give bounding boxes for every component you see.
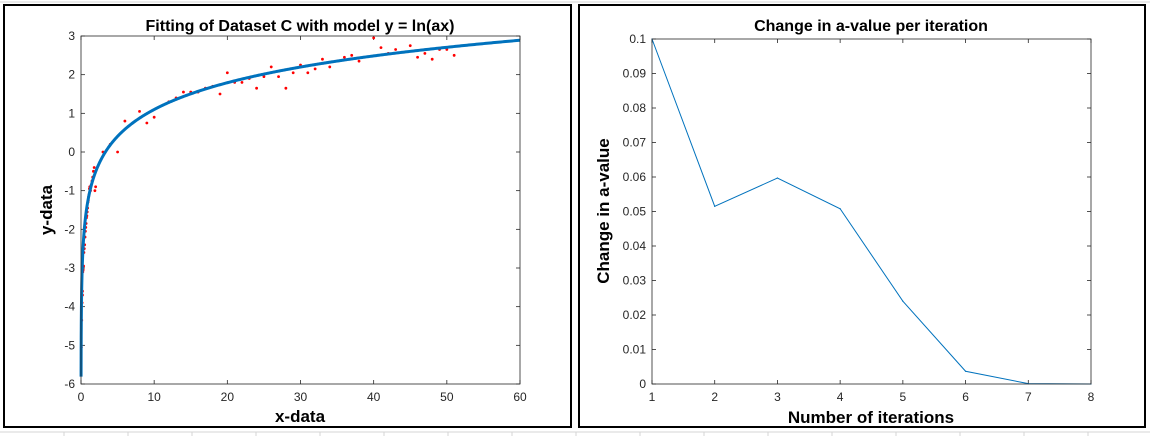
scatter-point: [452, 53, 456, 57]
chart-title: Fitting of Dataset C with model y = ln(a…: [146, 18, 455, 35]
x-axis-label: x-data: [275, 407, 326, 426]
y-tick-label: -4: [64, 300, 75, 314]
axis-ticks: 0 10 20 30 40 50 60 -6 -5 -4 -3 -2 -1 0 1 2 3: [64, 29, 527, 404]
fit-chart: Fitting of Dataset C with model y = ln(a…: [37, 18, 527, 426]
iteration-chart-panel: Change in a-value per iteration Number o…: [578, 4, 1146, 428]
y-tick-label: -5: [64, 338, 75, 352]
y-tick-label: -1: [64, 184, 75, 198]
iteration-chart: Change in a-value per iteration Number o…: [594, 18, 1095, 427]
scatter-point: [306, 71, 310, 75]
x-tick-label: 0: [78, 390, 85, 404]
chart-title: Change in a-value per iteration: [754, 18, 988, 35]
scatter-point: [379, 46, 383, 49]
y-tick-label: 3: [68, 29, 75, 43]
scatter-point: [269, 65, 273, 69]
scatter-point: [116, 150, 119, 154]
x-tick-label: 7: [1025, 390, 1032, 404]
scatter-point: [94, 185, 98, 189]
plot-area: [81, 36, 520, 384]
y-tick-label: 1: [68, 106, 75, 120]
scatter-point: [291, 71, 295, 75]
y-tick-label: 0.1: [629, 32, 646, 46]
x-tick-label: 3: [774, 390, 781, 404]
y-tick-label: 0: [639, 377, 646, 391]
y-tick-label: 0.02: [623, 308, 647, 322]
y-tick-label: -6: [64, 377, 75, 391]
scatter-point: [350, 53, 354, 57]
scatter-point: [92, 166, 96, 169]
x-tick-label: 10: [147, 390, 161, 404]
scatter-point: [93, 189, 97, 193]
x-tick-label: 8: [1088, 390, 1095, 404]
y-tick-label: 0.01: [623, 343, 647, 357]
scatter-point: [240, 81, 244, 84]
scatter-point: [277, 75, 280, 78]
scatter-point: [255, 86, 258, 90]
scatter-point: [284, 86, 288, 90]
scatter-point: [313, 67, 317, 71]
scatter-point: [321, 57, 324, 61]
x-tick-label: 1: [649, 390, 656, 404]
y-tick-label: 0.08: [623, 101, 647, 115]
scatter-point: [262, 75, 266, 78]
x-tick-label: 50: [440, 390, 454, 404]
x-tick-label: 30: [294, 390, 308, 404]
y-tick-label: 0.05: [623, 205, 647, 219]
scatter-point: [408, 44, 412, 48]
y-axis-label: y-data: [37, 184, 56, 235]
x-tick-label: 4: [837, 390, 844, 404]
scatter-point: [423, 52, 427, 55]
scatter-point: [145, 121, 149, 125]
scatter-point: [123, 119, 127, 123]
scatter-point: [343, 55, 346, 59]
y-tick-label: 0.09: [623, 67, 647, 81]
x-tick-label: 60: [513, 390, 527, 404]
scatter-point: [182, 90, 185, 94]
y-tick-label: 0.07: [623, 136, 647, 150]
y-tick-label: -2: [64, 222, 75, 236]
x-tick-label: 5: [900, 390, 907, 404]
x-tick-label: 20: [221, 390, 235, 404]
scatter-point: [430, 57, 434, 61]
x-tick-label: 2: [711, 390, 718, 404]
scatter-point: [218, 92, 222, 96]
scatter-point: [357, 59, 361, 63]
y-tick-label: 2: [68, 68, 75, 82]
scatter-point: [394, 48, 398, 51]
y-tick-label: 0.04: [623, 239, 647, 253]
scatter-point: [328, 65, 332, 69]
y-tick-label: -3: [64, 261, 75, 275]
scatter-point: [416, 55, 419, 59]
x-tick-label: 6: [962, 390, 969, 404]
y-axis-label: Change in a-value: [594, 138, 613, 283]
scatter-point: [372, 36, 376, 40]
y-tick-label: 0.03: [623, 274, 647, 288]
x-axis-label: Number of iterations: [788, 408, 954, 426]
scatter-point: [138, 110, 141, 113]
plot-area: [652, 39, 1091, 384]
fit-curve: [79, 38, 521, 377]
scatter-point: [225, 71, 229, 75]
plot-frame: [80, 35, 521, 385]
y-tick-label: 0: [68, 145, 75, 159]
plot-frame: [651, 38, 1092, 385]
x-tick-label: 40: [367, 390, 381, 404]
scatter-point: [152, 115, 156, 119]
fit-chart-panel: Fitting of Dataset C with model y = ln(a…: [3, 4, 572, 428]
y-tick-label: 0.06: [623, 170, 647, 184]
series-line: [651, 38, 1092, 385]
